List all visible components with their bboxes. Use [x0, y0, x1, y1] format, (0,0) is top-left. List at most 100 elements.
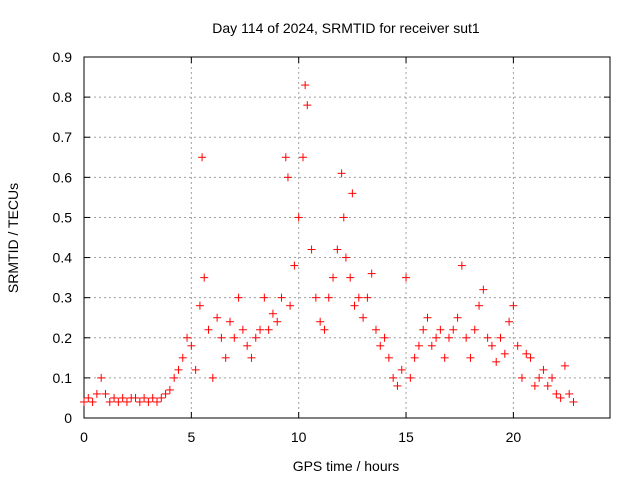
data-point [354, 293, 363, 302]
data-point [569, 397, 578, 406]
data-point [187, 341, 196, 350]
y-tick-label: 0.8 [53, 89, 73, 105]
data-point [333, 245, 342, 254]
data-point [483, 333, 492, 342]
data-point [200, 273, 209, 282]
data-point [243, 341, 252, 350]
data-point [247, 353, 256, 362]
data-point [505, 317, 514, 326]
y-tick-label: 0.3 [53, 290, 73, 306]
data-point [348, 189, 357, 198]
data-point [329, 273, 338, 282]
data-point [440, 353, 449, 362]
data-point [393, 381, 402, 390]
data-point [423, 313, 432, 322]
axis-ticks: 0 0.1 0.2 0.3 0.4 0.5 0.6 0.7 0.8 0.9 0 5 10 15 20 [53, 49, 610, 445]
data-point [161, 389, 170, 398]
x-axis-label: GPS time / hours [293, 458, 400, 474]
data-point [384, 353, 393, 362]
data-point [526, 353, 535, 362]
data-point [432, 333, 441, 342]
data-point [264, 325, 273, 334]
data-point [290, 261, 299, 270]
data-point [363, 293, 372, 302]
data-point [475, 301, 484, 310]
data-point [367, 269, 376, 278]
data-point [88, 397, 97, 406]
data-point [165, 385, 174, 394]
y-tick-label: 0.4 [53, 250, 73, 266]
data-point [97, 373, 106, 382]
data-point [397, 365, 406, 374]
data-point [500, 349, 509, 358]
data-point [414, 341, 423, 350]
data-point [217, 333, 226, 342]
data-point [273, 317, 282, 326]
data-point [543, 381, 552, 390]
data-point [307, 245, 316, 254]
data-point [436, 325, 445, 334]
y-tick-label: 0.6 [53, 169, 73, 185]
data-point [251, 333, 260, 342]
data-point [174, 365, 183, 374]
data-point [522, 349, 531, 358]
data-point [492, 357, 501, 366]
data-point [208, 373, 217, 382]
grid-lines [84, 56, 610, 418]
data-point [539, 365, 548, 374]
data-point [311, 293, 320, 302]
data-point [337, 169, 346, 178]
data-point [238, 325, 247, 334]
data-point [148, 393, 157, 402]
data-point [380, 333, 389, 342]
data-point [230, 333, 239, 342]
data-point [444, 333, 453, 342]
data-point [560, 361, 569, 370]
data-point [135, 397, 144, 406]
data-point [170, 373, 179, 382]
chart-title: Day 114 of 2024, SRMTID for receiver sut… [212, 20, 480, 36]
data-point [453, 313, 462, 322]
x-tick-label: 0 [80, 429, 88, 445]
data-point [140, 393, 149, 402]
data-point [470, 325, 479, 334]
data-point [256, 325, 265, 334]
data-point [324, 293, 333, 302]
data-point [198, 153, 207, 162]
data-point [339, 213, 348, 222]
data-point [213, 313, 222, 322]
data-point [410, 353, 419, 362]
plot-border [83, 56, 611, 419]
y-tick-label: 0.9 [53, 49, 73, 65]
y-tick-label: 0.1 [53, 370, 73, 386]
y-tick-label: 0 [64, 410, 72, 426]
data-point [449, 325, 458, 334]
y-tick-label: 0.2 [53, 330, 73, 346]
data-point [556, 393, 565, 402]
data-point [286, 301, 295, 310]
data-point [225, 317, 234, 326]
data-point [303, 101, 312, 110]
y-tick-label: 0.5 [53, 209, 73, 225]
data-point [402, 273, 411, 282]
data-point [105, 397, 114, 406]
data-point [320, 325, 329, 334]
data-point [509, 301, 518, 310]
data-point [513, 341, 522, 350]
data-point [301, 81, 310, 90]
x-tick-label: 20 [506, 429, 522, 445]
data-point [114, 397, 123, 406]
data-point [110, 393, 119, 402]
data-point [144, 397, 153, 406]
data-point [268, 309, 277, 318]
x-tick-label: 5 [187, 429, 195, 445]
data-point [281, 153, 290, 162]
data-point [517, 373, 526, 382]
data-point [221, 353, 230, 362]
data-point [376, 341, 385, 350]
data-point [260, 293, 269, 302]
data-point [294, 213, 303, 222]
data-point [487, 341, 496, 350]
data-point [359, 313, 368, 322]
